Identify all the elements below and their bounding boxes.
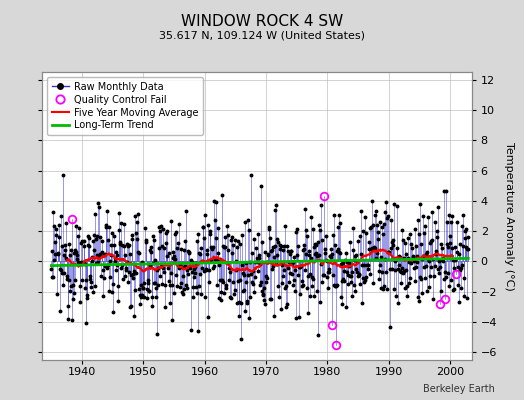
Text: WINDOW ROCK 4 SW: WINDOW ROCK 4 SW (181, 14, 343, 29)
Y-axis label: Temperature Anomaly (°C): Temperature Anomaly (°C) (504, 142, 514, 290)
Text: Berkeley Earth: Berkeley Earth (423, 384, 495, 394)
Legend: Raw Monthly Data, Quality Control Fail, Five Year Moving Average, Long-Term Tren: Raw Monthly Data, Quality Control Fail, … (47, 77, 203, 135)
Text: 35.617 N, 109.124 W (United States): 35.617 N, 109.124 W (United States) (159, 30, 365, 40)
